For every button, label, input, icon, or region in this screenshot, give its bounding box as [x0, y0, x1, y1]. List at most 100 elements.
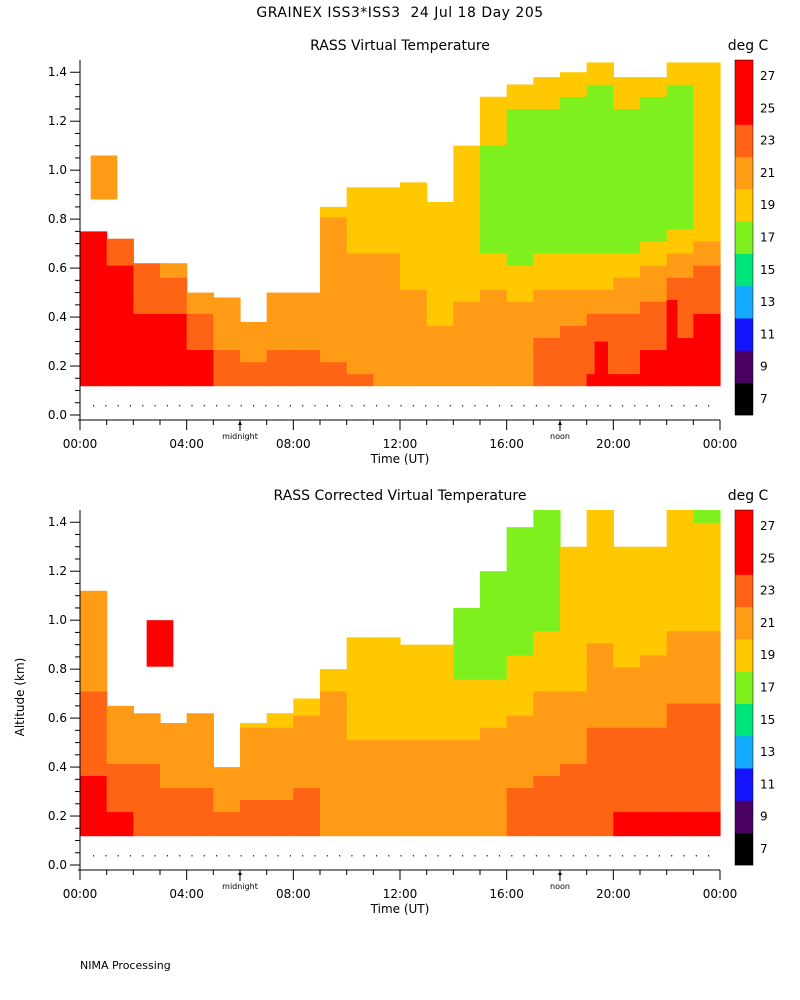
data-cell [666, 558, 694, 572]
gate-dot [166, 855, 168, 857]
data-cell [586, 204, 614, 218]
data-cell [106, 787, 134, 801]
data-cell [373, 265, 401, 278]
y-tick-label: 1.0 [48, 613, 67, 627]
data-cell [80, 630, 108, 644]
data-cell [480, 313, 508, 326]
data-cell [586, 594, 614, 608]
data-cell [506, 570, 534, 584]
data-cell [400, 182, 428, 194]
data-cell [640, 630, 668, 644]
gate-dot [339, 405, 341, 407]
data-cell [533, 228, 561, 242]
data-cell [693, 361, 721, 375]
data-cell [80, 265, 108, 278]
data-cell [666, 289, 694, 302]
data-cell [613, 715, 641, 728]
data-cell [560, 594, 588, 608]
data-cell [693, 534, 721, 547]
data-cell [266, 349, 294, 363]
data-cell [320, 337, 348, 351]
data-cell [373, 325, 401, 339]
data-cell [640, 301, 668, 314]
data-cell [400, 373, 428, 387]
data-cell [480, 751, 508, 764]
data-cell [613, 144, 641, 158]
data-cell [560, 546, 588, 559]
data-cell [506, 132, 534, 146]
data-cell [613, 763, 641, 776]
data-cell [400, 228, 428, 242]
data-cell [506, 108, 534, 122]
data-cell [400, 787, 428, 801]
gate-dot [646, 855, 648, 857]
data-cell [346, 823, 374, 837]
data-cell [346, 775, 374, 789]
data-cell [480, 690, 508, 704]
data-cell [480, 192, 508, 206]
data-cell [266, 373, 294, 387]
data-cell [346, 187, 374, 194]
data-cell [346, 703, 374, 716]
colorbar-swatch [735, 832, 753, 866]
data-cell [506, 337, 534, 351]
colorbar-label: 27 [760, 69, 775, 83]
gate-dot [523, 855, 525, 857]
data-cell [106, 751, 134, 764]
data-cell [533, 727, 561, 740]
data-cell [666, 192, 694, 206]
gate-dot [179, 405, 181, 407]
data-cell [426, 277, 454, 290]
data-cell [693, 240, 721, 254]
data-cell [693, 775, 721, 789]
data-cell [693, 192, 721, 206]
data-cell [293, 811, 321, 825]
data-cell [160, 739, 188, 752]
data-cell [613, 678, 641, 692]
data-cell [400, 265, 428, 278]
data-cell [133, 265, 161, 278]
data-cell [560, 690, 588, 704]
data-cell [106, 705, 134, 716]
data-cell [560, 277, 588, 290]
data-cell [666, 618, 694, 632]
data-cell [346, 265, 374, 278]
data-cell [160, 787, 188, 801]
data-cell [613, 192, 641, 206]
panel-corrected-virtual-temperature: RASS Corrected Virtual Temperature deg C… [0, 480, 800, 940]
data-cell [640, 277, 668, 290]
data-cell [506, 703, 534, 716]
data-cell [213, 349, 241, 363]
data-cell [693, 373, 721, 387]
data-cell [533, 204, 561, 218]
data-cell [160, 811, 188, 825]
data-cell [453, 168, 481, 182]
data-patch [146, 620, 174, 667]
colorbar-label: 25 [760, 551, 775, 565]
data-cell [613, 325, 641, 339]
data-cell [293, 337, 321, 351]
data-cell [426, 349, 454, 363]
data-cell [426, 799, 454, 813]
data-cell [106, 253, 134, 266]
data-cell [400, 277, 428, 290]
gate-dot [339, 855, 341, 857]
data-cell [373, 690, 401, 704]
data-cell [160, 751, 188, 764]
data-cell [240, 325, 268, 339]
data-cell [693, 811, 721, 825]
data-cell [453, 715, 481, 728]
data-cell [666, 240, 694, 254]
data-cell [666, 823, 694, 837]
data-cell [506, 751, 534, 764]
data-cell [346, 337, 374, 351]
data-cell [693, 325, 721, 339]
data-cell [160, 265, 188, 278]
data-cell [373, 678, 401, 692]
gate-dot [585, 855, 587, 857]
gate-dot [621, 405, 624, 407]
data-cell [693, 727, 721, 740]
data-cell [80, 823, 108, 837]
gate-dot [93, 855, 95, 857]
data-cell [160, 799, 188, 813]
